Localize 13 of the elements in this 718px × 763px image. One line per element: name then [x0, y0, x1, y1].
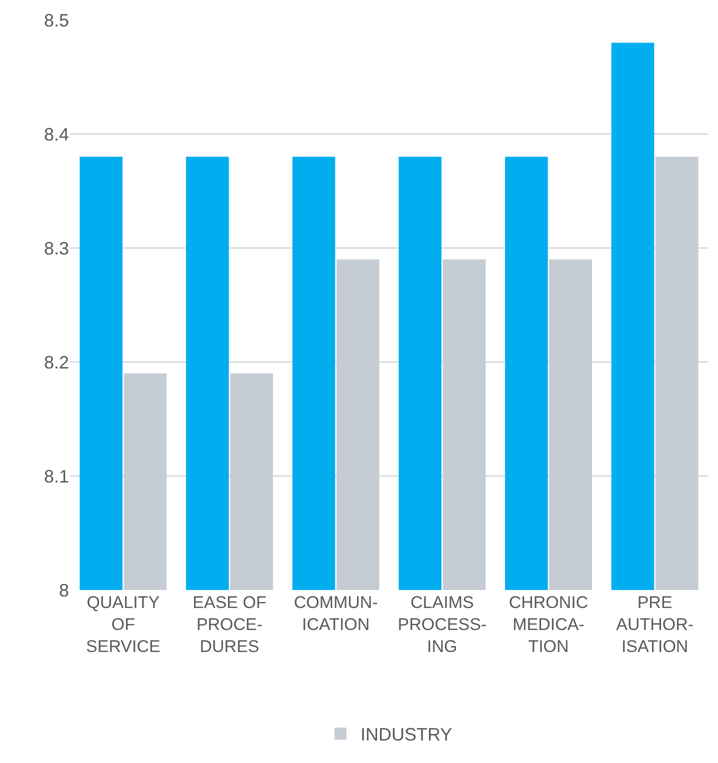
y-tick-label: 8.3 [44, 238, 69, 258]
y-tick-label: 8.5 [44, 10, 69, 30]
x-tick-label: PRE AUTHOR- ISATION [616, 593, 694, 656]
y-tick-label: 8 [58, 580, 69, 600]
x-tick-label: EASE OF PROCE- DURES [192, 593, 266, 656]
y-tick-label: 8.1 [44, 466, 69, 486]
y-tick-label: 8.4 [44, 124, 69, 144]
x-tick-label: CLAIMS PROCESS- ING [398, 593, 487, 656]
y-tick-label: 8.2 [44, 352, 69, 372]
x-tick-label: COMMUN- ICATION [294, 593, 378, 634]
x-tick-label: QUALITY OF SERVICE [86, 593, 160, 656]
x-tick-label: CHRONIC MEDICA- TION [508, 593, 588, 656]
legend-label: INDUSTRY [360, 724, 452, 745]
